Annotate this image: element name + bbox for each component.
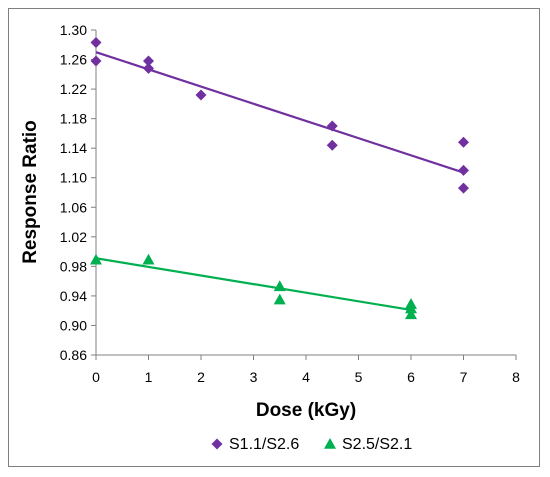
y-tick-label: 1.02 <box>60 229 87 245</box>
y-tick-label: 1.14 <box>60 140 87 156</box>
triangle-point-series-2 <box>405 302 417 314</box>
triangle-point-series-2 <box>273 293 286 305</box>
x-axis-title: Dose (kGy) <box>256 400 356 421</box>
triangle-point-series-2 <box>142 253 155 265</box>
plot-area: 0.86 0.90 0.94 0.98 1.02 1.06 1.10 1.14 1.18 1.22… <box>60 22 520 385</box>
x-tick-label: 5 <box>355 369 363 385</box>
y-tick-label: 1.06 <box>60 199 87 215</box>
x-axis-ticks: 0 1 2 3 4 5 6 7 8 <box>92 355 520 385</box>
diamond-point-series-1 <box>90 37 102 49</box>
diamond-point-series-1 <box>143 55 154 67</box>
triangle-point-series-2 <box>273 280 286 292</box>
y-tick-label: 0.86 <box>60 347 87 363</box>
diamond-point-series-1 <box>143 62 154 74</box>
x-tick-label: 1 <box>145 369 153 385</box>
y-tick-label: 1.18 <box>60 111 87 127</box>
x-tick-label: 2 <box>197 369 205 385</box>
y-tick-label: 1.22 <box>60 81 87 97</box>
legend: S1.1/S2.6 S2.5/S2.1 <box>211 436 412 453</box>
legend-label-2: S2.5/S2.1 <box>342 436 412 453</box>
diamond-point-series-1 <box>458 164 469 176</box>
x-tick-label: 8 <box>512 369 520 385</box>
diamond-point-series-1 <box>458 182 469 194</box>
x-tick-label: 4 <box>302 369 310 385</box>
diamond-point-series-1 <box>195 89 207 101</box>
x-tick-label: 7 <box>460 369 468 385</box>
legend-label-1: S1.1/S2.6 <box>229 436 299 453</box>
y-axis-title: Response Ratio <box>20 120 41 264</box>
y-tick-label: 0.90 <box>60 317 87 333</box>
x-tick-label: 3 <box>250 369 258 385</box>
diamond-point-series-1 <box>326 120 338 132</box>
chart-frame <box>8 8 540 467</box>
y-tick-label: 1.26 <box>60 52 87 68</box>
triangle-point-series-2 <box>90 253 102 265</box>
y-tick-label: 1.30 <box>60 22 87 38</box>
x-tick-label: 6 <box>407 369 415 385</box>
legend-marker-1 <box>211 438 223 450</box>
y-tick-label: 0.98 <box>60 258 87 274</box>
diamond-point-series-1 <box>458 136 469 148</box>
trendline-series-1 <box>95 51 464 174</box>
trendlines <box>95 51 464 312</box>
data-points <box>90 37 469 320</box>
y-tick-label: 0.94 <box>60 288 87 304</box>
x-tick-label: 0 <box>92 369 100 385</box>
y-tick-label: 1.10 <box>60 170 87 186</box>
diamond-point-series-1 <box>90 55 102 67</box>
trendline-series-2 <box>95 257 412 312</box>
triangle-point-series-2 <box>405 308 417 320</box>
legend-marker-2 <box>324 438 336 449</box>
y-axis-ticks: 0.86 0.90 0.94 0.98 1.02 1.06 1.10 1.14 1.18 1.22… <box>60 22 96 363</box>
diamond-point-series-1 <box>326 139 338 151</box>
